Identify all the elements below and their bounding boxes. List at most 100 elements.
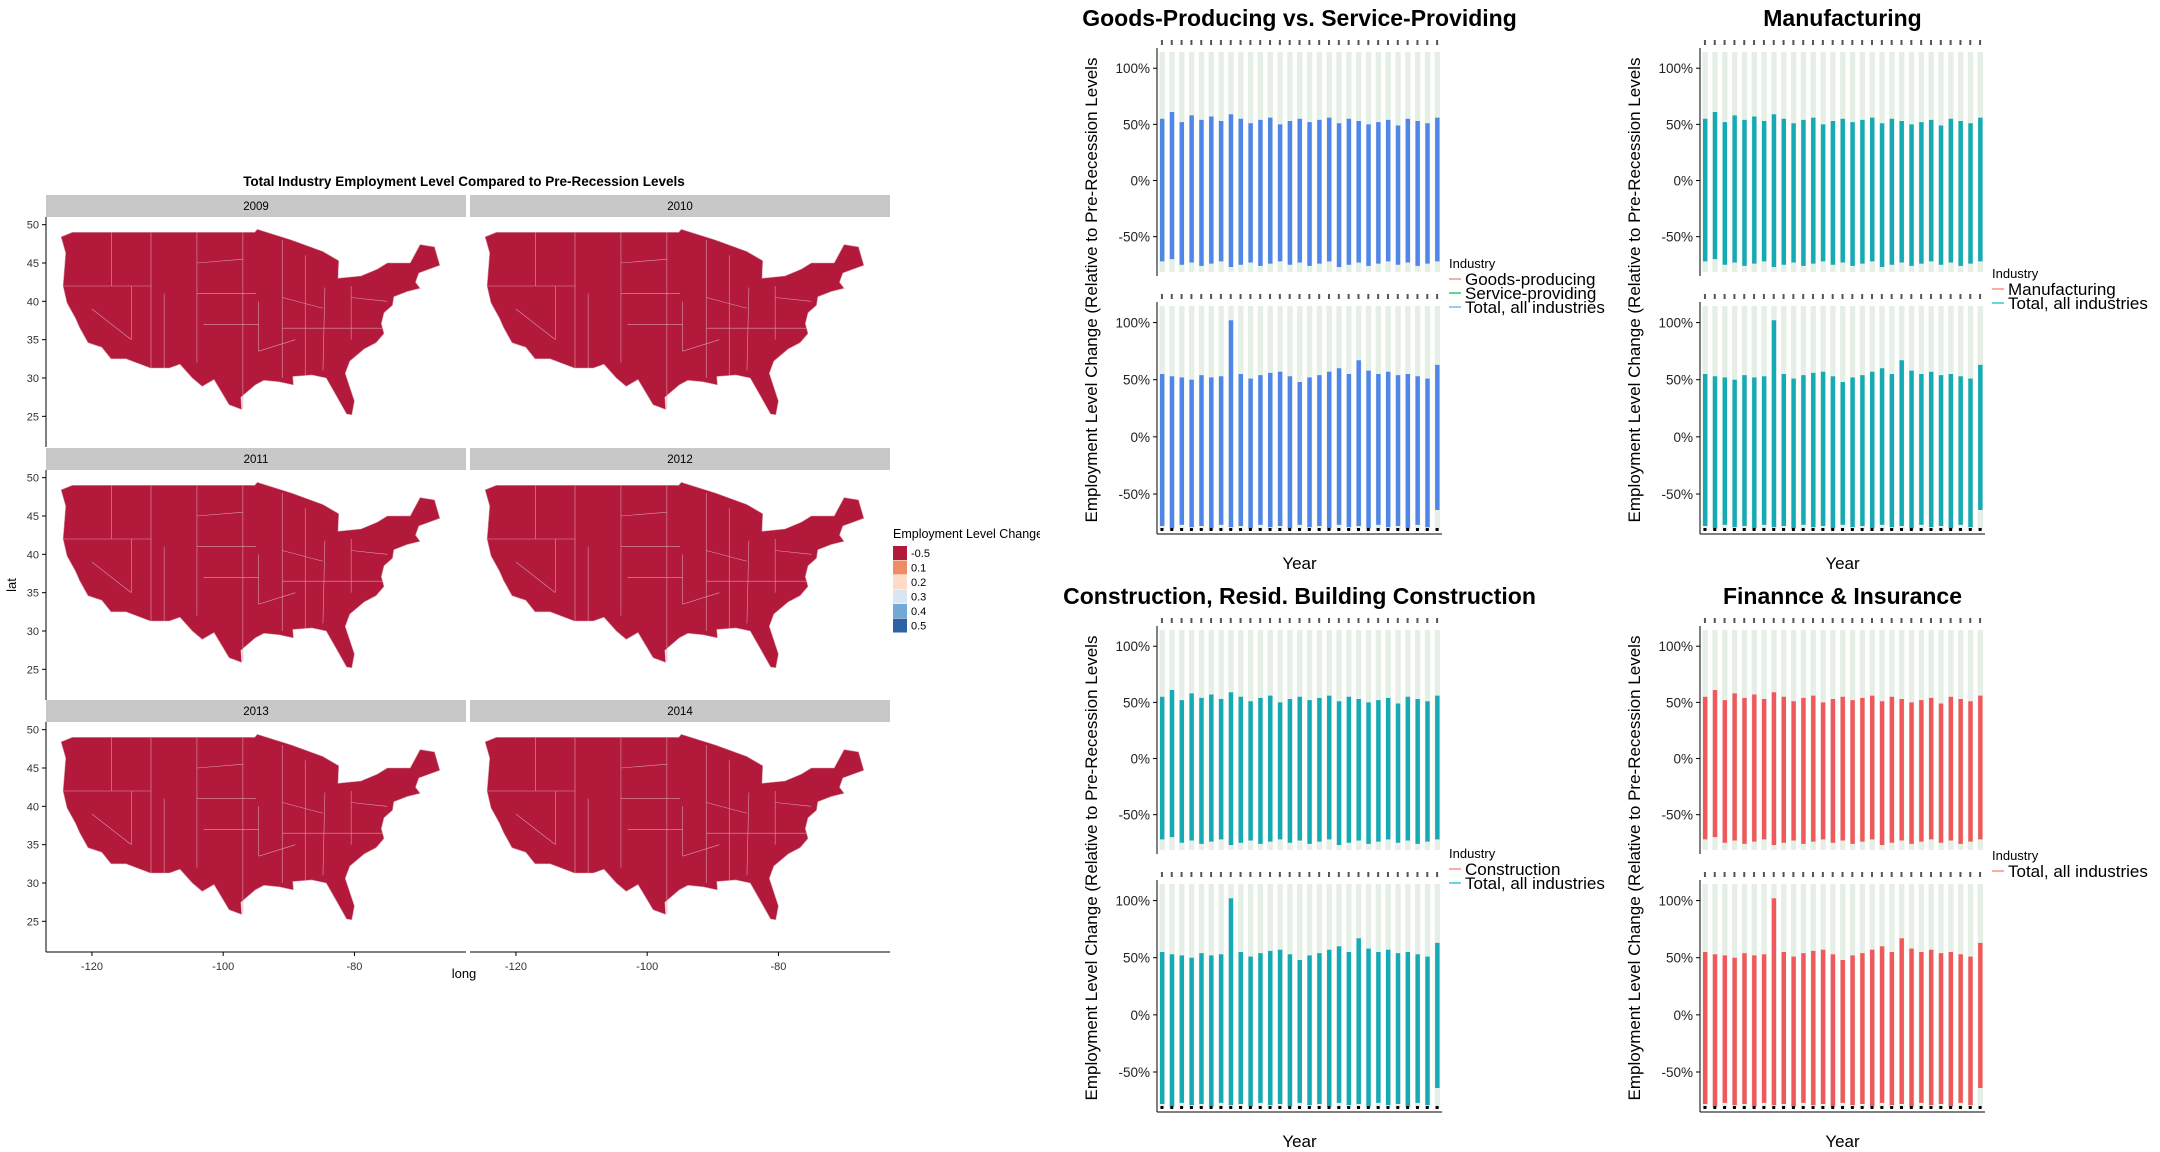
strip-mark [1743,872,1746,877]
bar [1870,695,1875,840]
y-tick-label: 50% [1123,951,1150,966]
bar [1179,122,1185,265]
x-tick-mark [1415,528,1419,531]
bar [1159,952,1165,1104]
state-border [91,561,132,593]
bar [1948,952,1954,1107]
strip-mark [1229,40,1232,45]
strip-mark [1426,872,1429,877]
bar [1356,121,1361,263]
x-tick-mark [1831,528,1835,531]
x-axis-label: Year [1282,554,1317,573]
bar [1928,371,1934,528]
x-tick-mark [1396,1106,1400,1109]
strip-mark [1812,40,1815,45]
bar [1405,374,1411,529]
bar [1297,118,1302,263]
strip-mark [1871,618,1873,623]
legend-label: Total, all industries [2008,294,2148,313]
x-tick-mark [1337,1106,1341,1109]
bar [1722,700,1728,843]
us-states-shape [484,733,865,921]
state-border [282,550,324,562]
y-tick-label: 30 [27,878,39,890]
bar [1791,378,1796,529]
y-axis-label: Employment Level Change (Relative to Pre… [1082,636,1101,1101]
x-tick-label: -80 [346,961,362,973]
bar [1722,122,1728,265]
bar [1385,949,1391,1106]
bar [1209,694,1214,842]
bar [1909,370,1914,529]
y-tick-label: 35 [27,588,39,600]
x-tick-mark [1376,528,1380,531]
legend-label: Construction [1465,860,1560,879]
y-tick-label: -50% [1661,808,1693,823]
x-tick-mark [1801,528,1805,531]
x-tick-mark [1327,528,1331,531]
bar [1277,702,1283,840]
x-tick-mark [1949,1106,1953,1109]
bar [1327,371,1332,529]
strip-mark [1269,872,1272,877]
industry-chart-4: Finannce & Insurance Employment Level Cha… [1625,583,2148,1151]
bar [1830,376,1836,529]
strip-mark [1298,294,1301,299]
x-tick-mark [1968,528,1972,531]
strip-mark [1328,618,1330,623]
strip-mark [1210,294,1213,299]
strip-mark [1772,40,1775,45]
bar [1830,699,1836,843]
bar [1968,956,1973,1106]
strip-mark [1347,40,1350,45]
bar [1317,697,1322,842]
bar [1870,371,1875,529]
legend-label: Total, all industries [2008,862,2148,881]
bar [1238,696,1243,843]
y-tick-label: 25 [27,916,39,928]
strip-mark [1269,40,1272,45]
strip-mark [1733,872,1736,877]
bar [1435,695,1440,840]
state-border [620,258,667,264]
legend-title: Industry [1992,848,2039,863]
bar [1189,957,1194,1106]
strip-mark [1841,618,1844,623]
bar [1722,955,1728,1103]
x-tick-mark [1425,1106,1429,1109]
strip-mark [1170,872,1173,877]
strip-mark [1347,294,1350,299]
state-border [322,540,326,624]
state-border [775,802,812,807]
strip-mark [1406,872,1409,877]
bar [1771,320,1777,528]
facet-label: 2013 [243,706,269,718]
legend-label: 0.3 [911,592,926,604]
legend-title: Industry [1449,256,1496,271]
facet-label: 2012 [667,454,693,466]
strip-mark [1713,40,1716,45]
legend-swatch [893,575,907,589]
strip-mark [1436,618,1439,623]
bar [1228,898,1234,1106]
bar [1879,701,1885,846]
x-tick-mark [1307,1106,1311,1109]
strip-mark [1377,618,1380,623]
strip-mark [1762,872,1765,877]
strip-mark [1180,294,1183,299]
bar [1425,378,1430,528]
strip-mark [1841,872,1844,877]
bar [1742,119,1747,266]
state-border [515,308,556,340]
strip-mark [1959,40,1962,45]
strip-mark [1160,872,1163,877]
strip-mark [1831,40,1834,45]
strip-mark [1308,618,1311,623]
strip-mark [1229,872,1232,877]
x-tick-mark [1317,1106,1321,1109]
bar [1870,949,1875,1107]
state-border [196,258,243,264]
bar [1948,118,1954,263]
bar [1860,697,1865,842]
us-states-shape [484,228,865,416]
